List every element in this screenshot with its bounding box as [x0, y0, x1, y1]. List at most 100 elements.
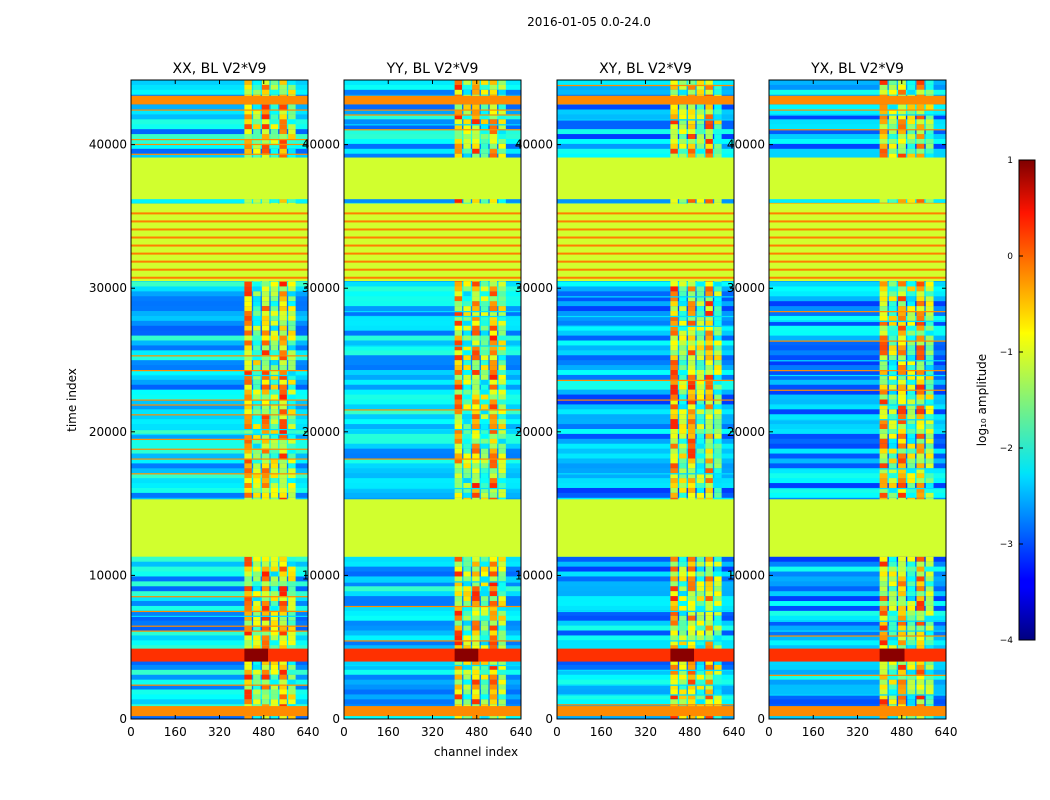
rfi-cell: [244, 433, 252, 440]
rfi-cell: [261, 645, 270, 651]
rfi-cell: [916, 428, 925, 435]
rfi-cell: [696, 340, 705, 346]
rfi-cell: [463, 129, 471, 135]
heatmap-row: [344, 143, 521, 150]
rfi-cell: [670, 571, 678, 577]
rfi-cell: [679, 714, 687, 720]
rfi-cell: [288, 148, 296, 155]
rfi-cell: [898, 458, 906, 464]
rfi-cell: [244, 620, 252, 627]
rfi-cell: [279, 335, 287, 341]
rfi-cell: [925, 433, 934, 440]
rfi-cell: [270, 89, 279, 96]
rfi-cell: [888, 306, 897, 312]
rfi-cell: [714, 301, 722, 307]
rfi-cell: [696, 330, 705, 336]
rfi-cell: [687, 576, 696, 582]
rfi-cell: [288, 335, 296, 341]
rfi-cell: [270, 492, 279, 499]
rfi-cell: [670, 566, 678, 572]
rfi-cell: [687, 124, 696, 130]
x-tick-label: 480: [465, 725, 488, 739]
rfi-cell: [253, 325, 261, 332]
rfi-cell: [888, 340, 897, 346]
heatmap-row: [769, 109, 946, 115]
rfi-cell: [888, 89, 897, 96]
rfi-cell: [879, 492, 888, 499]
rfi-cell: [463, 556, 471, 563]
rfi-cell: [879, 350, 888, 356]
rfi-cell: [288, 620, 296, 627]
rfi-cell: [705, 389, 713, 395]
rfi-cell: [705, 365, 713, 371]
rfi-cell: [253, 424, 261, 430]
heatmap-row: [131, 487, 308, 494]
rfi-cell: [261, 379, 270, 386]
rfi-cell: [244, 596, 252, 602]
rfi-cell: [253, 330, 261, 336]
rfi-cell: [253, 684, 261, 690]
rfi-cell: [679, 84, 687, 91]
rfi-cell: [253, 576, 261, 582]
flag-stripe: [557, 220, 734, 223]
rfi-cell: [270, 370, 279, 376]
heatmap-row: [344, 384, 521, 391]
rfi-cell: [279, 197, 287, 204]
rfi-cell: [898, 124, 906, 130]
heatmap-row: [557, 605, 734, 612]
rfi-cell: [679, 625, 687, 631]
flag-stripe: [769, 212, 946, 215]
rfi-cell: [670, 374, 678, 381]
rfi-cell: [472, 197, 480, 204]
rfi-cell: [270, 419, 279, 425]
heatmap-row: [131, 197, 308, 204]
rfi-cell: [261, 448, 270, 454]
rfi-cell: [879, 84, 888, 91]
rfi-cell: [270, 134, 279, 140]
rfi-cell: [261, 84, 270, 91]
heatmap-row: [769, 640, 946, 646]
rfi-cell: [270, 414, 279, 420]
rfi-cell: [705, 291, 713, 297]
rfi-cell: [454, 566, 463, 572]
rfi-cell: [261, 148, 270, 155]
rfi-cell: [279, 345, 287, 351]
rfi-cell: [705, 473, 713, 479]
rfi-cell: [687, 89, 696, 96]
rfi-cell: [670, 684, 678, 690]
rfi-cell: [270, 389, 279, 395]
rfi-cell: [879, 596, 888, 602]
x-tick-label: 480: [890, 725, 913, 739]
rfi-cell: [463, 365, 471, 371]
rfi-cell: [253, 281, 261, 287]
rfi-cell: [498, 448, 506, 454]
rfi-cell: [288, 448, 296, 454]
rfi-cell: [670, 148, 678, 155]
rfi-cell: [244, 669, 252, 676]
rfi-cell: [705, 615, 713, 622]
rfi-cell: [879, 586, 888, 592]
rfi-cell: [687, 384, 696, 391]
rfi-cell: [472, 468, 480, 474]
rfi-cell: [261, 335, 270, 341]
rfi-cell: [253, 409, 261, 415]
y-tick-label: 10000: [727, 568, 765, 582]
heatmap-row: [769, 197, 946, 204]
rfi-cell: [489, 487, 498, 494]
rfi-cell: [888, 566, 897, 572]
rfi-cell: [270, 660, 279, 666]
rfi-cell: [454, 487, 463, 494]
rfi-cell: [261, 424, 270, 430]
rfi-cell: [270, 340, 279, 346]
rfi-cell: [679, 689, 687, 695]
rfi-cell: [916, 679, 925, 685]
rfi-cell: [463, 453, 471, 459]
heatmap-row: [344, 453, 521, 459]
rfi-cell: [261, 340, 270, 346]
rfi-cell: [498, 197, 506, 204]
heatmap-row: [769, 571, 946, 577]
rfi-cell: [472, 374, 480, 381]
rfi-cell: [879, 669, 888, 676]
rfi-cell: [714, 591, 722, 597]
rfi-cell: [705, 315, 713, 322]
